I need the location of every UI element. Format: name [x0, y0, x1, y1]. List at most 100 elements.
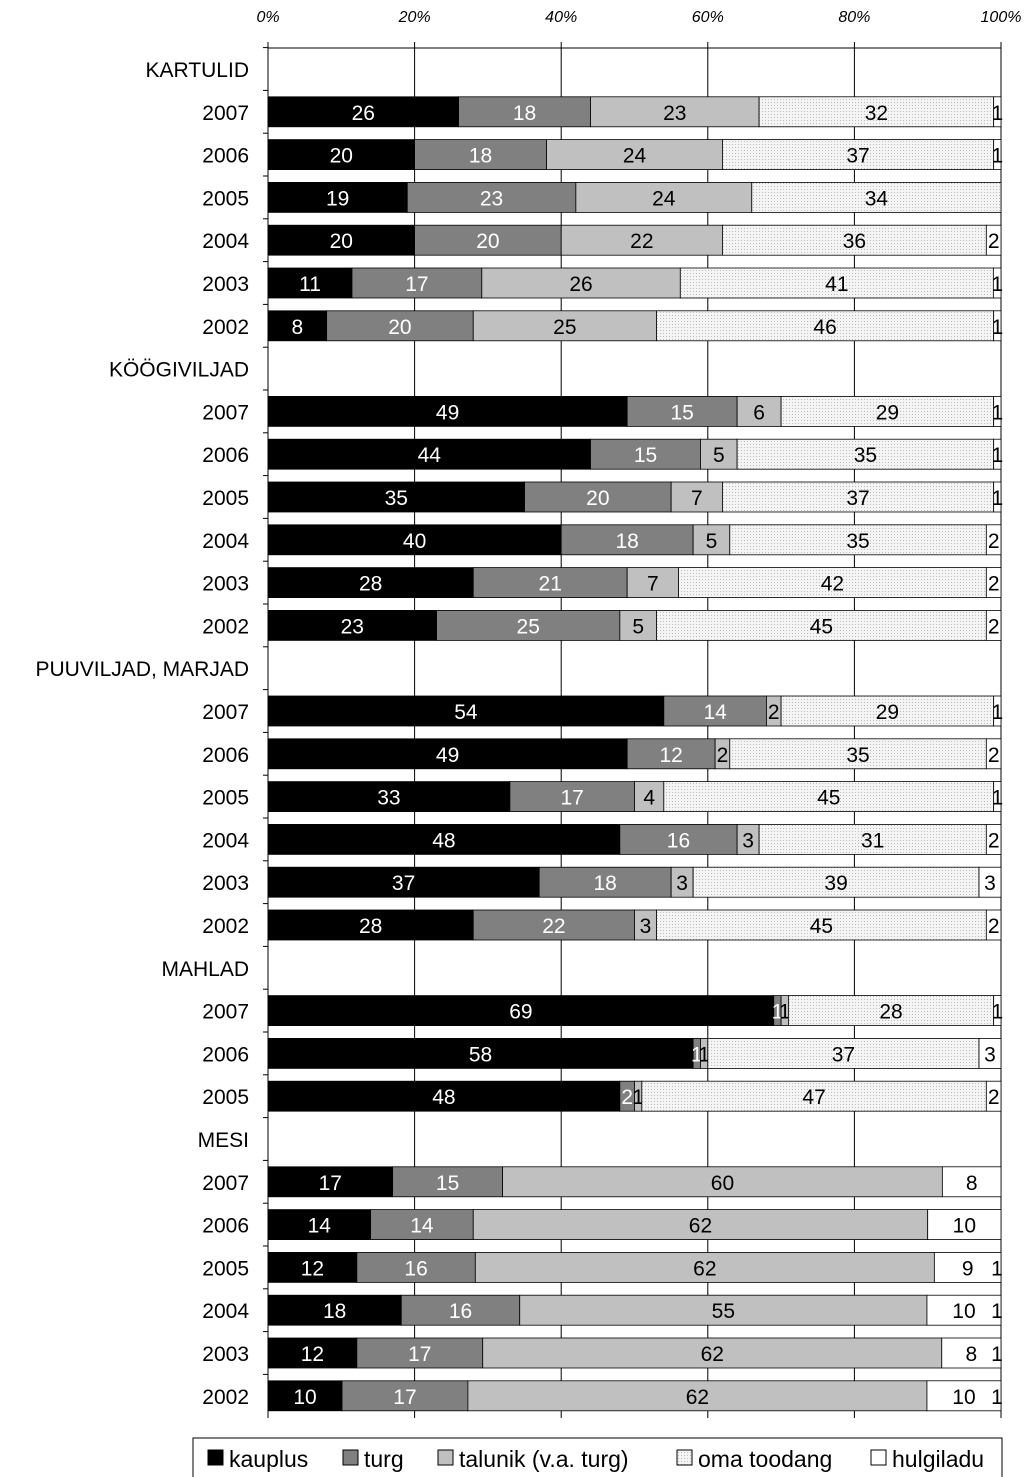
data-label: 58: [469, 1043, 492, 1066]
legend-swatch: [207, 1449, 224, 1466]
data-label: 12: [659, 744, 682, 767]
data-label: 55: [712, 1300, 735, 1323]
data-label: 17: [405, 273, 428, 296]
data-label: 11: [299, 273, 321, 296]
data-label: 54: [454, 701, 478, 724]
data-label: 29: [876, 701, 899, 724]
legend-label: turg: [364, 1446, 404, 1472]
year-label: 2004: [202, 1300, 249, 1323]
year-label: 2007: [202, 401, 249, 424]
data-label: 60: [711, 1172, 734, 1195]
bar-segment: [722, 224, 987, 256]
data-label: 18: [513, 102, 536, 125]
legend-swatch: [437, 1449, 454, 1466]
bar-segment: [626, 567, 679, 598]
data-label: 1: [691, 1043, 703, 1066]
x-tick-label: 0%: [256, 9, 279, 26]
bar-segment: [993, 438, 1002, 470]
group-label: MESI: [198, 1129, 249, 1152]
data-label: 20: [388, 316, 411, 339]
data-label: 24: [652, 187, 676, 210]
data-label: 29: [876, 401, 899, 424]
bar-segment: [926, 1294, 1002, 1326]
year-label: 2002: [202, 316, 249, 339]
bar-segment: [985, 224, 1002, 256]
data-label: 28: [879, 1001, 902, 1024]
bar-segment: [267, 181, 408, 213]
bar-segment: [267, 1252, 358, 1283]
data-label: 1: [991, 444, 1003, 467]
year-label: 2002: [202, 915, 249, 938]
bar-segment: [267, 524, 562, 556]
x-tick-label: 40%: [545, 9, 577, 26]
bar-segment: [267, 738, 628, 770]
data-label: 23: [663, 102, 686, 125]
bar-segment: [406, 181, 577, 213]
data-label: 14: [308, 1215, 332, 1238]
data-label: 2: [988, 1086, 1000, 1109]
bar-segment: [993, 781, 1002, 812]
bar-segment: [267, 909, 474, 941]
bar-segment: [729, 524, 987, 556]
data-label: 36: [843, 230, 866, 253]
bar-segment: [414, 224, 562, 256]
data-label: 1: [632, 1086, 644, 1109]
data-label: 33: [377, 787, 400, 810]
bar-segment: [267, 995, 775, 1026]
data-label: 49: [436, 744, 459, 767]
bar-segment: [267, 567, 474, 598]
data-label: 47: [802, 1086, 825, 1109]
data-label: 45: [810, 915, 833, 938]
data-label: 1: [991, 1257, 1003, 1280]
data-label: 5: [713, 444, 725, 467]
bar-segment: [436, 610, 621, 641]
data-label: 23: [341, 615, 364, 638]
data-label: 40: [403, 530, 426, 553]
data-label: 14: [703, 701, 727, 724]
year-label: 2005: [202, 787, 249, 810]
bar-segment: [941, 1166, 1002, 1198]
year-label: 2007: [202, 1172, 249, 1195]
bar-segment: [370, 1209, 474, 1240]
data-label: 20: [330, 145, 353, 168]
data-label: 62: [689, 1215, 712, 1238]
bar-segment: [392, 1166, 503, 1198]
data-label: 1: [991, 273, 1003, 296]
bar-segment: [751, 181, 1002, 213]
bar-segment: [985, 524, 1002, 556]
data-label: 37: [392, 872, 415, 895]
data-label: 1: [779, 1001, 791, 1024]
bar-segment: [267, 1337, 358, 1369]
bar-segment: [267, 1166, 394, 1198]
data-label: 45: [817, 787, 840, 810]
data-label: 17: [408, 1343, 431, 1366]
data-label: 44: [418, 444, 442, 467]
bar-segment: [985, 738, 1002, 770]
bar-segment: [993, 139, 1002, 171]
year-label: 2004: [202, 530, 249, 553]
bar-segment: [267, 1080, 621, 1112]
bar-segment: [524, 481, 672, 513]
year-label: 2002: [202, 615, 249, 638]
data-label: 5: [632, 615, 644, 638]
data-label: 3: [640, 915, 652, 938]
bar-segment: [985, 610, 1002, 641]
data-label: 9: [962, 1257, 974, 1280]
bar-segment: [941, 1337, 1002, 1369]
data-label: 2: [768, 701, 780, 724]
data-label: 1: [991, 1300, 1003, 1323]
year-label: 2005: [202, 487, 249, 510]
year-label: 2004: [202, 230, 249, 253]
bar-segment: [267, 781, 511, 812]
data-label: 1: [991, 1001, 1003, 1024]
bar-segment: [538, 866, 672, 898]
bar-segment: [356, 1252, 476, 1283]
bar-segment: [546, 139, 723, 171]
data-label: 2: [988, 744, 1000, 767]
data-label: 3: [984, 872, 996, 895]
data-label: 17: [561, 787, 584, 810]
data-label: 45: [810, 615, 833, 638]
data-label: 1: [991, 787, 1003, 810]
data-label: 37: [846, 145, 869, 168]
